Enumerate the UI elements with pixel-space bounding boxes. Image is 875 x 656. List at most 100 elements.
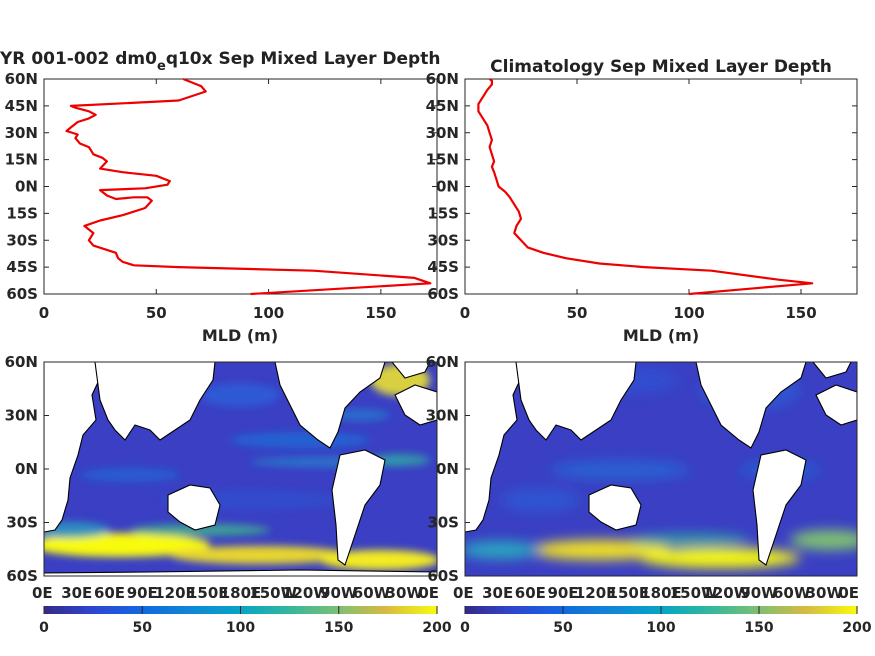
lon-label: 120E bbox=[575, 584, 617, 602]
y-tick-label: 45N bbox=[426, 97, 459, 115]
y-tick-label: 0N bbox=[15, 460, 38, 478]
colorbar-tick-label: 200 bbox=[842, 620, 871, 636]
lon-label: 60W bbox=[353, 584, 391, 602]
x-tick-label: 100 bbox=[253, 304, 284, 322]
colorbar-tick-label: 100 bbox=[226, 620, 255, 636]
x-ticks: 0 50 100 150 bbox=[39, 79, 397, 322]
x-tick-label: 50 bbox=[567, 304, 588, 322]
land-australia bbox=[167, 484, 221, 531]
lon-label: 90E bbox=[127, 584, 158, 602]
colorbar-ticks: 0 50 100 150 200 bbox=[460, 606, 872, 636]
heatmap-field bbox=[465, 362, 857, 576]
lon-label: 150W bbox=[670, 584, 718, 602]
colorbar-tick-label: 50 bbox=[133, 620, 153, 636]
land-asia bbox=[94, 362, 216, 441]
lon-label: 90W bbox=[320, 584, 358, 602]
series-lines bbox=[477, 78, 814, 296]
title-rest: q10x Sep Mixed Layer Depth bbox=[166, 49, 441, 69]
y-tick-label: 15N bbox=[5, 151, 38, 169]
y-tick-label: 60S bbox=[427, 567, 459, 585]
title-main: YR 001-002 dm0 bbox=[0, 49, 157, 69]
chart-title: Climatology Sep Mixed Layer Depth bbox=[490, 57, 832, 77]
lon-label: 0E bbox=[453, 584, 474, 602]
lon-label: 150E bbox=[187, 584, 229, 602]
x-tick-label: 0 bbox=[460, 304, 470, 322]
x-ticks: 0 50 100 150 bbox=[460, 79, 817, 322]
land-europe bbox=[815, 384, 857, 426]
title-subscript: e bbox=[157, 59, 166, 74]
lon-label: 60E bbox=[515, 584, 546, 602]
lon-label: 180E bbox=[220, 584, 262, 602]
lon-label: 60W bbox=[773, 584, 811, 602]
heatmap-field bbox=[44, 362, 437, 576]
y-tick-label: 15S bbox=[6, 204, 38, 222]
y-tick-label: 30S bbox=[427, 514, 459, 532]
y-tick-label: 60S bbox=[6, 567, 38, 585]
land-south-america bbox=[752, 449, 807, 566]
colorbar-tick-label: 150 bbox=[744, 620, 773, 636]
y-tick-label: 60N bbox=[5, 353, 38, 371]
lon-label: 30W bbox=[806, 584, 844, 602]
y-tick-label: 0N bbox=[436, 178, 459, 196]
colorbar-tick-label: 150 bbox=[324, 620, 353, 636]
colorbar-tick-label: 0 bbox=[39, 620, 49, 636]
chart-title: YR 001-002 dm0eq10x Sep Mixed Layer Dept… bbox=[0, 49, 440, 74]
lon-label: 90E bbox=[547, 584, 578, 602]
lon-label: 120W bbox=[702, 584, 750, 602]
x-tick-label: 50 bbox=[146, 304, 167, 322]
x-tick-label: 150 bbox=[785, 304, 816, 322]
plot-area bbox=[464, 78, 858, 295]
x-tick-label: 100 bbox=[673, 304, 704, 322]
y-tick-label: 60N bbox=[5, 70, 38, 88]
y-tick-label: 30N bbox=[426, 124, 459, 142]
land-europe bbox=[394, 384, 437, 426]
series-line bbox=[65, 77, 432, 296]
y-tick-label: 60N bbox=[426, 70, 459, 88]
profile-chart-model: YR 001-002 dm0eq10x Sep Mixed Layer Dept… bbox=[0, 49, 440, 345]
profile-chart-climatology: Climatology Sep Mixed Layer Depth 60N 45N… bbox=[426, 57, 858, 345]
y-tick-label: 45S bbox=[427, 258, 459, 276]
land-north-america bbox=[695, 362, 807, 449]
y-tick-label: 30S bbox=[427, 231, 459, 249]
series-line bbox=[477, 78, 814, 296]
lon-label: 90W bbox=[740, 584, 778, 602]
land-asia bbox=[515, 362, 637, 441]
lon-label: 0E bbox=[32, 584, 53, 602]
colorbar-tick-label: 100 bbox=[646, 620, 675, 636]
y-tick-label: 30N bbox=[5, 124, 38, 142]
y-ticks: 60N 45N 30N 15N 0N 15S 30S 45S 60S bbox=[426, 70, 857, 303]
y-tick-label: 0N bbox=[436, 460, 459, 478]
series-lines bbox=[65, 77, 432, 296]
longitude-labels: 0E 30E 60E 90E120E150E180E150W120W90W60W30W… bbox=[32, 584, 439, 602]
y-tick-label: 30S bbox=[6, 514, 38, 532]
lon-label: 30W bbox=[386, 584, 424, 602]
x-tick-label: 150 bbox=[365, 304, 396, 322]
y-tick-label: 60S bbox=[427, 285, 459, 303]
y-tick-label: 60S bbox=[6, 285, 38, 303]
y-ticks: 60N 45N 30N 15N 0N 15S 30S 45S 60S bbox=[5, 70, 437, 303]
x-axis-label: MLD (m) bbox=[623, 326, 699, 345]
y-tick-label: 30S bbox=[6, 231, 38, 249]
y-tick-label: 45N bbox=[5, 97, 38, 115]
colorbar-tick-label: 50 bbox=[553, 620, 573, 636]
land-greenland bbox=[812, 362, 852, 379]
land-australia bbox=[588, 484, 642, 531]
colorbar-tick-label: 0 bbox=[460, 620, 470, 636]
y-tick-label: 30N bbox=[5, 407, 38, 425]
lon-label: 0E bbox=[418, 584, 439, 602]
y-tick-label: 15S bbox=[427, 204, 459, 222]
lon-label: 180E bbox=[640, 584, 682, 602]
y-tick-label: 60N bbox=[426, 353, 459, 371]
lon-label: 150E bbox=[608, 584, 650, 602]
lon-label: 150W bbox=[249, 584, 297, 602]
land-greenland bbox=[391, 362, 431, 379]
y-tick-label: 30N bbox=[426, 407, 459, 425]
lon-label: 30E bbox=[61, 584, 92, 602]
colorbar-tick-label: 200 bbox=[422, 620, 451, 636]
colorbar-ticks: 0 50 100 150 200 bbox=[39, 606, 452, 636]
plot-area bbox=[43, 78, 438, 295]
lon-label: 0E bbox=[838, 584, 859, 602]
